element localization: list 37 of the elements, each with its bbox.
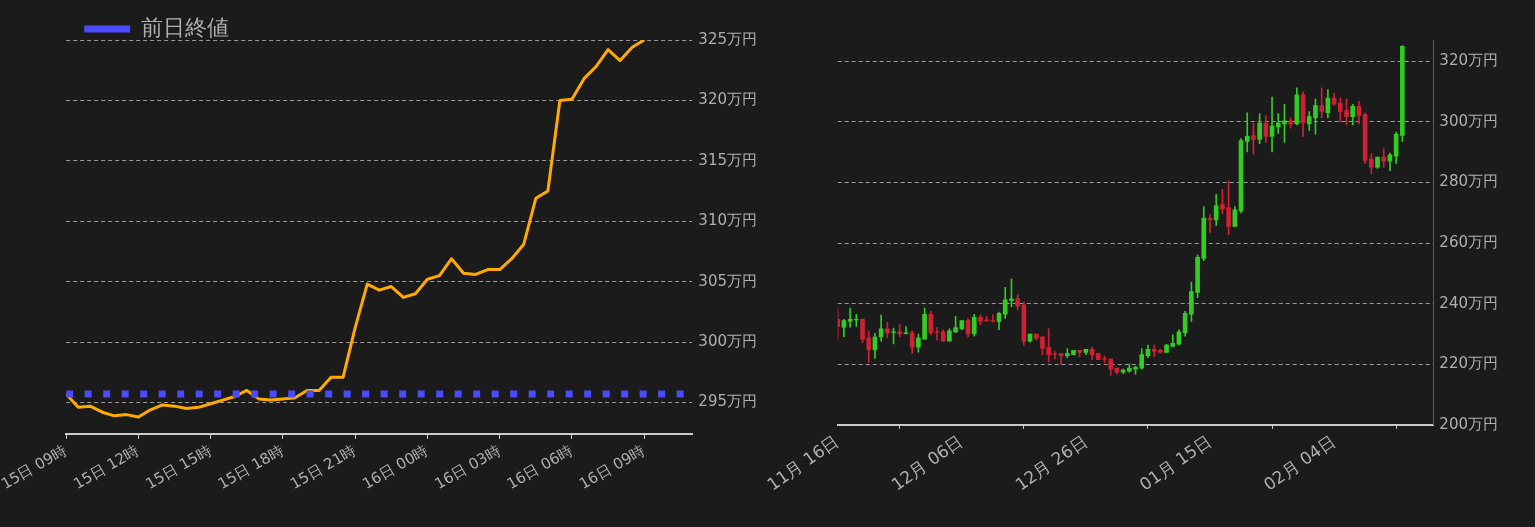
y-tick-label: 305万円: [698, 271, 758, 290]
y-tick-label: 315万円: [698, 150, 758, 169]
y-tick-label: 300万円: [698, 331, 758, 350]
y-tick-label: 320万円: [698, 90, 758, 109]
x-tick-label: 16日 06時: [503, 440, 576, 494]
y-tick-label: 310万円: [698, 211, 758, 230]
candlestick: [1319, 87, 1325, 119]
y-tick-label: 320万円: [1439, 51, 1499, 70]
candlestick: [903, 326, 909, 335]
candlestick: [1151, 344, 1157, 358]
y-tick-label: 200万円: [1439, 414, 1499, 433]
x-tick-label: 15日 12時: [70, 440, 143, 494]
candlestick: [847, 307, 853, 328]
y-tick-label: 220万円: [1439, 354, 1499, 373]
x-tick-label: 16日 09時: [576, 440, 649, 494]
x-tick-label: 15日 21時: [286, 440, 360, 494]
x-tick-label: 12月 26日: [1011, 430, 1091, 495]
y-tick-label: 280万円: [1439, 172, 1499, 191]
x-tick-label: 16日 00時: [359, 440, 432, 494]
candlestick: [1052, 351, 1058, 360]
x-tick-label: 16日 03時: [431, 440, 504, 494]
y-tick-label: 240万円: [1439, 293, 1499, 312]
x-tick-label: 01月 15日: [1135, 430, 1215, 495]
legend-label: 前日終値: [141, 14, 230, 40]
x-tick-label: 15日 09時: [0, 440, 71, 494]
y-tick-label: 325万円: [698, 29, 758, 48]
x-tick-label: 12月 06日: [887, 430, 967, 495]
y-tick-label: 300万円: [1439, 111, 1499, 130]
x-tick-label: 15日 15時: [142, 440, 215, 494]
y-tick-label: 295万円: [698, 392, 758, 411]
candlestick: [1381, 148, 1387, 168]
x-tick-label: 15日 18時: [214, 440, 287, 494]
candlestick: [1058, 353, 1064, 366]
x-tick-label: 02月 04日: [1259, 430, 1339, 495]
candlestick: [1244, 112, 1250, 153]
x-tick-label: 11月 16日: [763, 430, 843, 495]
y-tick-label: 260万円: [1439, 232, 1499, 251]
